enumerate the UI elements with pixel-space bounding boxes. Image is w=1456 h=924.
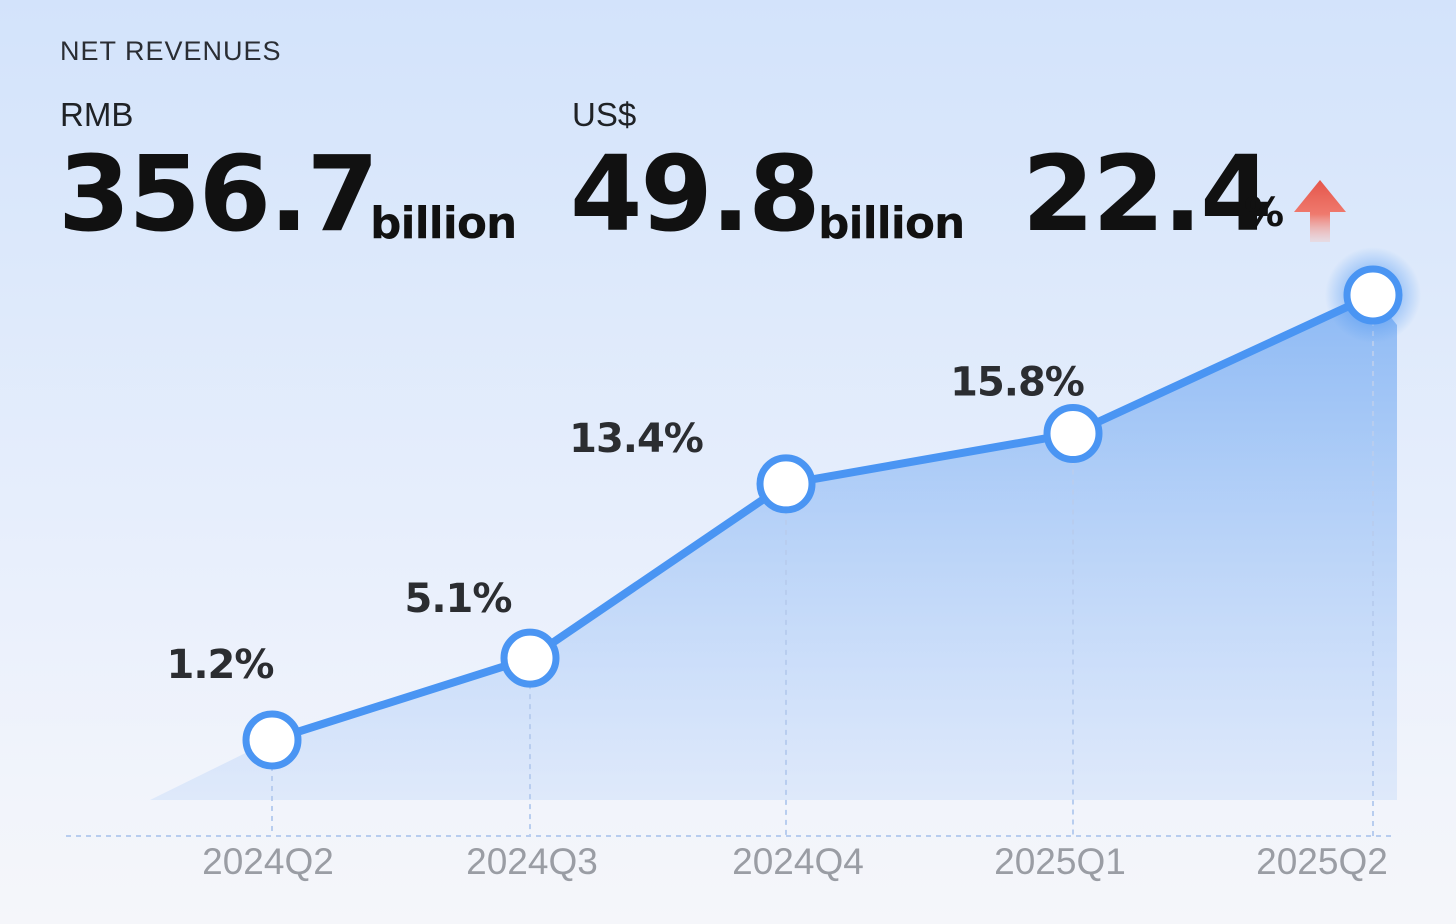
growth-value: 22.4 bbox=[1022, 133, 1273, 255]
data-point-2025Q2 bbox=[1343, 265, 1403, 325]
usd-value: 49.8 bbox=[570, 133, 821, 255]
x-tick-2024Q4: 2024Q4 bbox=[732, 841, 864, 882]
x-tick-2025Q1: 2025Q1 bbox=[994, 841, 1126, 882]
rmb-unit: billion bbox=[370, 198, 517, 249]
rmb-currency-label: RMB bbox=[60, 96, 134, 133]
x-tick-2025Q2: 2025Q2 bbox=[1256, 841, 1388, 882]
growth-percent-sign: % bbox=[1244, 190, 1285, 236]
x-tick-2024Q2: 2024Q2 bbox=[202, 841, 334, 882]
usd-currency-label: US$ bbox=[572, 96, 637, 133]
rmb-value: 356.7 bbox=[58, 133, 379, 255]
data-label-2024Q2: 1.2% bbox=[167, 642, 274, 688]
usd-unit: billion bbox=[818, 198, 965, 249]
data-point-2024Q4 bbox=[756, 454, 816, 514]
up-arrow-icon bbox=[1294, 180, 1346, 242]
data-point-2025Q1 bbox=[1043, 404, 1103, 464]
area-fill bbox=[150, 295, 1397, 800]
data-label-2024Q4: 13.4% bbox=[569, 416, 703, 462]
chart-title: NET REVENUES bbox=[60, 36, 282, 66]
data-label-2025Q1: 15.8% bbox=[950, 360, 1084, 406]
x-tick-2024Q3: 2024Q3 bbox=[466, 841, 598, 882]
data-label-2024Q3: 5.1% bbox=[405, 576, 512, 622]
data-point-2024Q2 bbox=[242, 710, 302, 770]
data-point-2024Q3 bbox=[500, 628, 560, 688]
